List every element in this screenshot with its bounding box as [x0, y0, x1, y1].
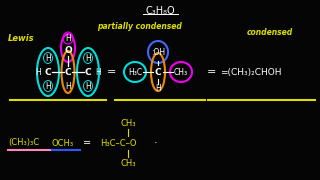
Text: C: C	[45, 68, 51, 76]
Text: H: H	[85, 53, 91, 62]
Text: H: H	[45, 53, 51, 62]
Text: =: =	[206, 67, 216, 77]
Text: =(CH₃)₂CHOH: =(CH₃)₂CHOH	[220, 68, 282, 76]
Text: OCH₃: OCH₃	[52, 138, 74, 147]
Text: Lewis: Lewis	[8, 34, 35, 43]
Text: CH₃: CH₃	[120, 118, 136, 127]
Text: C: C	[85, 68, 91, 76]
Text: condensed: condensed	[247, 28, 293, 37]
Text: C: C	[65, 68, 71, 76]
Text: H₃C–C–O: H₃C–C–O	[100, 138, 137, 147]
Text: =: =	[83, 138, 91, 148]
Text: H: H	[95, 68, 101, 76]
Text: partially condensed: partially condensed	[98, 22, 182, 31]
Text: H: H	[65, 33, 71, 42]
Text: H: H	[45, 82, 51, 91]
Text: C: C	[155, 68, 161, 76]
Text: H: H	[35, 68, 41, 76]
Text: H: H	[85, 82, 91, 91]
Text: H: H	[65, 82, 71, 91]
Text: ·: ·	[154, 138, 158, 148]
Text: CH₃: CH₃	[174, 68, 188, 76]
Text: H: H	[155, 84, 161, 93]
Text: O: O	[64, 46, 72, 55]
Text: H₃C: H₃C	[128, 68, 142, 76]
Text: CH₃: CH₃	[120, 159, 136, 168]
Text: =: =	[107, 67, 117, 77]
Text: :OH: :OH	[151, 48, 165, 57]
Text: (CH₃)₃C: (CH₃)₃C	[8, 138, 39, 147]
Text: C₃H₈O: C₃H₈O	[145, 6, 175, 16]
